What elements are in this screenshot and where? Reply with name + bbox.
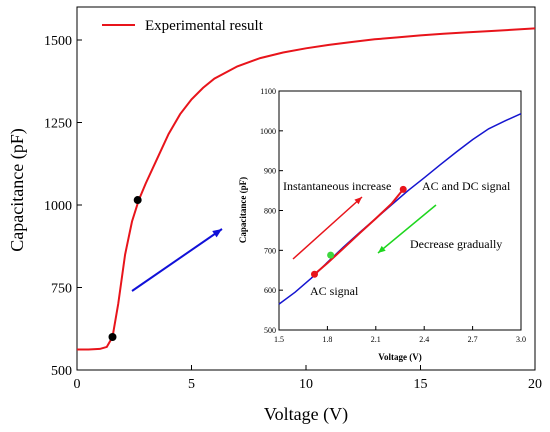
pointer-arrow: [131, 228, 223, 292]
inset-arrows-group: [292, 196, 437, 260]
inset-series-group: [278, 113, 522, 305]
main-y-tick-label: 1500: [44, 34, 72, 49]
inset-data-marker: [310, 270, 318, 278]
main-x-tick-label: 10: [299, 377, 313, 392]
main-y-tick-label: 1000: [44, 199, 72, 214]
inset-x-tick-label: 2.4: [419, 335, 429, 344]
main-y-tick-label: 500: [51, 364, 72, 379]
main-markers-group: [108, 196, 142, 341]
inset-y-tick-label: 700: [264, 246, 276, 255]
inset-data-marker: [327, 251, 335, 259]
main-x-axis-label: Voltage (V): [264, 404, 348, 425]
main-x-tick-label: 15: [414, 377, 428, 392]
main-series-line: [77, 27, 536, 351]
inset-y-tick-label: 600: [264, 286, 276, 295]
inset-markers-group: [310, 185, 407, 278]
inset-red-arrow-shaft: [292, 196, 363, 260]
pointer-arrow-shaft: [131, 228, 223, 292]
main-data-marker: [108, 333, 117, 341]
inset-red-arrow-head: [354, 197, 362, 205]
inset-y-tick-label: 1000: [260, 127, 276, 136]
inset-x-tick-label: 1.5: [274, 335, 284, 344]
inset-axis-ticks: 1.5 1.8 2.1 2.4 2.7 3.0 500 600 700 800 900 1000 110…: [260, 87, 526, 344]
inset-red-segment: [313, 188, 404, 275]
inset-y-tick-label: 500: [264, 326, 276, 335]
main-series-group: [77, 27, 536, 351]
annotation-instantaneous-increase: Instantaneous increase: [283, 179, 391, 193]
pointer-arrow-head: [212, 229, 222, 238]
main-x-tick-label: 20: [528, 377, 542, 392]
inset-green-arrow-head: [378, 245, 386, 253]
legend-label-experimental: Experimental result: [145, 18, 264, 34]
inset-green-arrow-shaft: [377, 204, 437, 254]
main-y-tick-label: 1250: [44, 117, 72, 132]
inset-x-tick-label: 3.0: [516, 335, 526, 344]
inset-y-tick-label: 800: [264, 207, 276, 216]
inset-x-axis-label: Voltage (V): [378, 352, 421, 362]
annotation-ac-signal: AC signal: [310, 284, 359, 298]
main-axis-ticks: 0 5 10 15 20 500 750 1000 1250 1500: [44, 34, 542, 392]
inset-x-tick-label: 2.7: [468, 335, 478, 344]
inset-background: [236, 88, 524, 363]
annotation-decrease-gradually: Decrease gradually: [410, 237, 502, 251]
inset-x-tick-label: 2.1: [371, 335, 381, 344]
main-data-marker: [133, 196, 142, 205]
inset-data-marker: [399, 185, 407, 193]
inset-y-tick-label: 1100: [260, 87, 276, 96]
inset-x-tick-label: 1.8: [322, 335, 332, 344]
inset-y-axis-label: Capacitance (pF): [238, 177, 248, 243]
annotation-ac-dc-signal: AC and DC signal: [422, 179, 511, 193]
inset-y-tick-label: 900: [264, 167, 276, 176]
main-x-tick-label: 0: [74, 377, 81, 392]
main-y-tick-label: 750: [51, 282, 72, 297]
main-y-axis-label: Capacitance (pF): [7, 128, 28, 251]
main-x-tick-label: 5: [188, 377, 195, 392]
